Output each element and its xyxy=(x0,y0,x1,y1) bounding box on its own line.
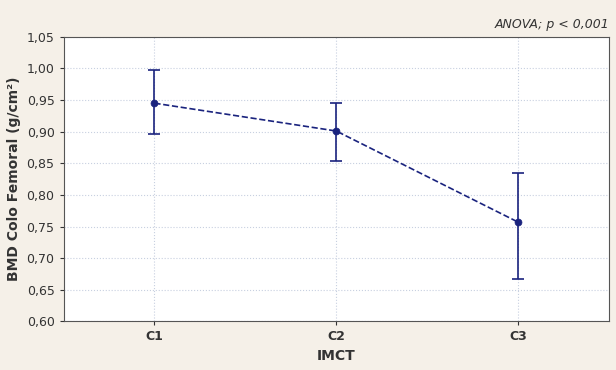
X-axis label: IMCT: IMCT xyxy=(317,349,355,363)
Y-axis label: BMD Colo Femoral (g/cm²): BMD Colo Femoral (g/cm²) xyxy=(7,77,21,281)
Text: ANOVA; p < 0,001: ANOVA; p < 0,001 xyxy=(494,18,609,31)
